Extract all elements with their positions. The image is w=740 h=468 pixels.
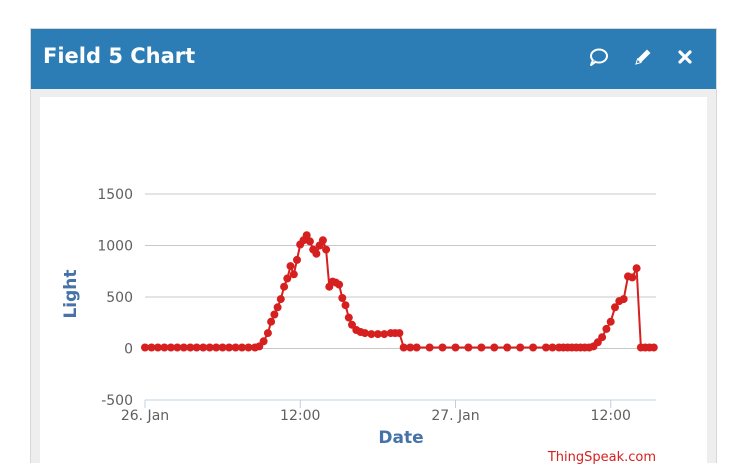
- y-tick-label: 1000: [97, 239, 133, 255]
- data-point[interactable]: [490, 343, 499, 352]
- data-point[interactable]: [312, 249, 321, 258]
- data-point[interactable]: [273, 303, 282, 312]
- widget-header: Field 5 Chart: [31, 29, 716, 89]
- data-point[interactable]: [293, 255, 301, 264]
- y-tick-label: 500: [106, 290, 133, 306]
- data-point[interactable]: [399, 343, 408, 352]
- data-point[interactable]: [173, 343, 182, 352]
- widget-title: Field 5 Chart: [43, 44, 196, 68]
- data-point[interactable]: [192, 343, 201, 352]
- data-point[interactable]: [341, 301, 350, 310]
- data-point[interactable]: [425, 343, 434, 352]
- data-point[interactable]: [548, 343, 557, 352]
- data-point[interactable]: [160, 343, 169, 352]
- data-point[interactable]: [218, 343, 227, 352]
- data-point[interactable]: [153, 343, 162, 352]
- data-point[interactable]: [464, 343, 473, 352]
- data-point[interactable]: [147, 343, 156, 352]
- data-point[interactable]: [286, 262, 295, 271]
- data-point[interactable]: [166, 343, 175, 352]
- chart-widget: Field 5 Chart -500 0 500 1000 1500 26. Jan 12…: [30, 28, 717, 465]
- data-point[interactable]: [338, 294, 347, 302]
- close-icon[interactable]: [671, 43, 699, 71]
- data-point[interactable]: [141, 343, 149, 352]
- data-point[interactable]: [503, 343, 512, 352]
- data-point[interactable]: [406, 343, 415, 352]
- data-point[interactable]: [270, 310, 279, 319]
- data-point[interactable]: [318, 236, 327, 245]
- y-axis-label: Light: [61, 269, 81, 318]
- data-point[interactable]: [380, 330, 389, 339]
- data-point[interactable]: [477, 343, 486, 352]
- data-point[interactable]: [267, 317, 276, 326]
- data-point[interactable]: [344, 313, 353, 322]
- x-tick-label: 12:00: [280, 408, 320, 424]
- data-point[interactable]: [212, 343, 221, 352]
- data-point[interactable]: [238, 343, 246, 352]
- data-point[interactable]: [611, 303, 619, 312]
- data-point[interactable]: [412, 343, 421, 352]
- data-point[interactable]: [186, 343, 195, 352]
- data-point[interactable]: [244, 343, 253, 352]
- data-point[interactable]: [542, 343, 550, 352]
- y-tick-label: -500: [101, 393, 133, 409]
- data-point[interactable]: [283, 274, 292, 283]
- data-point[interactable]: [305, 237, 314, 246]
- data-point[interactable]: [451, 343, 460, 352]
- data-point[interactable]: [199, 343, 208, 352]
- data-point[interactable]: [367, 330, 376, 339]
- data-point[interactable]: [263, 329, 272, 338]
- data-point[interactable]: [231, 343, 240, 352]
- chart-panel: -500 0 500 1000 1500 26. Jan 12:00 27. Jan 12:0…: [40, 97, 707, 465]
- data-point[interactable]: [602, 324, 611, 333]
- data-point[interactable]: [322, 245, 331, 254]
- x-tick-label: 27. Jan: [431, 408, 479, 424]
- data-point[interactable]: [619, 295, 628, 304]
- data-point[interactable]: [606, 317, 615, 326]
- data-point[interactable]: [373, 330, 382, 339]
- thingspeak-credit[interactable]: ThingSpeak.com: [547, 450, 656, 465]
- data-point[interactable]: [438, 343, 447, 352]
- data-point[interactable]: [516, 343, 525, 352]
- x-tick-label: 12:00: [591, 408, 631, 424]
- data-point[interactable]: [259, 337, 268, 346]
- data-point[interactable]: [280, 282, 289, 291]
- data-point[interactable]: [225, 343, 234, 352]
- data-point[interactable]: [632, 264, 641, 273]
- data-point[interactable]: [289, 270, 298, 279]
- data-point[interactable]: [628, 273, 637, 282]
- data-point[interactable]: [276, 295, 285, 304]
- x-axis-label: Date: [378, 428, 423, 448]
- light-chart[interactable]: -500 0 500 1000 1500 26. Jan 12:00 27. Jan 12:0…: [40, 97, 707, 465]
- pencil-icon[interactable]: [629, 43, 657, 71]
- data-point[interactable]: [302, 231, 311, 240]
- comment-icon[interactable]: [585, 43, 613, 71]
- data-point[interactable]: [360, 329, 369, 338]
- data-point[interactable]: [205, 343, 214, 352]
- data-point[interactable]: [649, 343, 658, 352]
- data-point[interactable]: [598, 333, 607, 342]
- data-point[interactable]: [529, 343, 538, 352]
- x-tick-label: 26. Jan: [121, 408, 169, 424]
- data-point[interactable]: [395, 329, 404, 338]
- y-tick-label: 0: [124, 342, 133, 358]
- data-point[interactable]: [335, 280, 344, 289]
- data-point[interactable]: [179, 343, 188, 352]
- y-tick-label: 1500: [97, 187, 133, 203]
